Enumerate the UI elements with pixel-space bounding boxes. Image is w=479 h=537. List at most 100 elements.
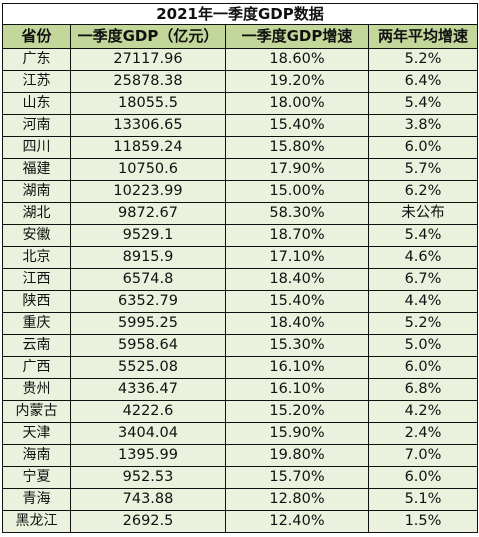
province-cell: 福建 bbox=[2, 158, 71, 181]
avg-growth-cell: 4.6% bbox=[367, 246, 479, 269]
table-header-row: 省份 一季度GDP（亿元） 一季度GDP增速 两年平均增速 bbox=[2, 24, 479, 49]
gdp-value-cell: 6574.8 bbox=[70, 268, 226, 291]
gdp-value-cell: 9529.1 bbox=[70, 224, 226, 247]
table-row: 河南 13306.65 15.40% 3.8% bbox=[2, 114, 479, 137]
avg-growth-cell: 5.2% bbox=[367, 48, 479, 71]
avg-growth-cell: 5.4% bbox=[367, 92, 479, 115]
table-row: 江西 6574.8 18.40% 6.7% bbox=[2, 268, 479, 291]
growth-cell: 15.00% bbox=[225, 180, 369, 203]
gdp-table-container: 2021年一季度GDP数据 省份 一季度GDP（亿元） 一季度GDP增速 两年平… bbox=[1, 3, 479, 533]
header-q1-gdp: 一季度GDP（亿元） bbox=[70, 24, 226, 49]
avg-growth-cell: 7.0% bbox=[367, 444, 479, 467]
growth-cell: 15.40% bbox=[225, 114, 369, 137]
avg-growth-cell: 5.1% bbox=[367, 488, 479, 511]
avg-growth-cell: 6.0% bbox=[367, 136, 479, 159]
avg-growth-cell: 6.7% bbox=[367, 268, 479, 291]
gdp-value-cell: 11859.24 bbox=[70, 136, 226, 159]
avg-growth-cell: 6.2% bbox=[367, 180, 479, 203]
table-row: 北京 8915.9 17.10% 4.6% bbox=[2, 246, 479, 269]
header-province: 省份 bbox=[2, 24, 71, 49]
header-q1-growth: 一季度GDP增速 bbox=[225, 24, 369, 49]
table-row: 天津 3404.04 15.90% 2.4% bbox=[2, 422, 479, 445]
growth-cell: 58.30% bbox=[225, 202, 369, 225]
gdp-value-cell: 952.53 bbox=[70, 466, 226, 489]
growth-cell: 15.40% bbox=[225, 290, 369, 313]
province-cell: 安徽 bbox=[2, 224, 71, 247]
growth-cell: 16.10% bbox=[225, 356, 369, 379]
table-body: 广东 27117.96 18.60% 5.2% 江苏 25878.38 19.20% 6.4%… bbox=[2, 48, 479, 533]
table-title-row: 2021年一季度GDP数据 bbox=[1, 3, 479, 25]
avg-growth-cell: 5.4% bbox=[367, 224, 479, 247]
growth-cell: 15.20% bbox=[225, 400, 369, 423]
table-row: 青海 743.88 12.80% 5.1% bbox=[2, 488, 479, 511]
growth-cell: 18.70% bbox=[225, 224, 369, 247]
province-cell: 黑龙江 bbox=[2, 510, 71, 533]
province-cell: 广东 bbox=[2, 48, 71, 71]
growth-cell: 18.00% bbox=[225, 92, 369, 115]
province-cell: 云南 bbox=[2, 334, 71, 357]
province-cell: 广西 bbox=[2, 356, 71, 379]
avg-growth-cell: 6.4% bbox=[367, 70, 479, 93]
gdp-value-cell: 4222.6 bbox=[70, 400, 226, 423]
growth-cell: 16.10% bbox=[225, 378, 369, 401]
table-row: 四川 11859.24 15.80% 6.0% bbox=[2, 136, 479, 159]
growth-cell: 15.80% bbox=[225, 136, 369, 159]
growth-cell: 17.90% bbox=[225, 158, 369, 181]
gdp-value-cell: 13306.65 bbox=[70, 114, 226, 137]
table-row: 黑龙江 2692.5 12.40% 1.5% bbox=[2, 510, 479, 533]
gdp-value-cell: 10223.99 bbox=[70, 180, 226, 203]
avg-growth-cell: 未公布 bbox=[367, 202, 479, 225]
avg-growth-cell: 6.8% bbox=[367, 378, 479, 401]
table-row: 内蒙古 4222.6 15.20% 4.2% bbox=[2, 400, 479, 423]
gdp-value-cell: 27117.96 bbox=[70, 48, 226, 71]
gdp-value-cell: 3404.04 bbox=[70, 422, 226, 445]
gdp-value-cell: 1395.99 bbox=[70, 444, 226, 467]
province-cell: 天津 bbox=[2, 422, 71, 445]
gdp-table: 2021年一季度GDP数据 省份 一季度GDP（亿元） 一季度GDP增速 两年平… bbox=[1, 3, 479, 533]
table-row: 海南 1395.99 19.80% 7.0% bbox=[2, 444, 479, 467]
table-row: 陕西 6352.79 15.40% 4.4% bbox=[2, 290, 479, 313]
header-two-year-avg: 两年平均增速 bbox=[367, 24, 479, 49]
growth-cell: 19.80% bbox=[225, 444, 369, 467]
table-row: 宁夏 952.53 15.70% 6.0% bbox=[2, 466, 479, 489]
table-row: 广东 27117.96 18.60% 5.2% bbox=[2, 48, 479, 71]
table-row: 贵州 4336.47 16.10% 6.8% bbox=[2, 378, 479, 401]
gdp-value-cell: 743.88 bbox=[70, 488, 226, 511]
gdp-value-cell: 5995.25 bbox=[70, 312, 226, 335]
province-cell: 河南 bbox=[2, 114, 71, 137]
table-row: 湖北 9872.67 58.30% 未公布 bbox=[2, 202, 479, 225]
avg-growth-cell: 6.0% bbox=[367, 466, 479, 489]
province-cell: 青海 bbox=[2, 488, 71, 511]
avg-growth-cell: 5.0% bbox=[367, 334, 479, 357]
table-row: 云南 5958.64 15.30% 5.0% bbox=[2, 334, 479, 357]
growth-cell: 12.40% bbox=[225, 510, 369, 533]
province-cell: 江西 bbox=[2, 268, 71, 291]
province-cell: 海南 bbox=[2, 444, 71, 467]
avg-growth-cell: 4.2% bbox=[367, 400, 479, 423]
table-row: 重庆 5995.25 18.40% 5.2% bbox=[2, 312, 479, 335]
growth-cell: 17.10% bbox=[225, 246, 369, 269]
province-cell: 北京 bbox=[2, 246, 71, 269]
avg-growth-cell: 3.8% bbox=[367, 114, 479, 137]
table-row: 广西 5525.08 16.10% 6.0% bbox=[2, 356, 479, 379]
avg-growth-cell: 5.7% bbox=[367, 158, 479, 181]
growth-cell: 19.20% bbox=[225, 70, 369, 93]
table-row: 福建 10750.6 17.90% 5.7% bbox=[2, 158, 479, 181]
avg-growth-cell: 2.4% bbox=[367, 422, 479, 445]
gdp-value-cell: 6352.79 bbox=[70, 290, 226, 313]
province-cell: 四川 bbox=[2, 136, 71, 159]
province-cell: 重庆 bbox=[2, 312, 71, 335]
growth-cell: 18.60% bbox=[225, 48, 369, 71]
province-cell: 内蒙古 bbox=[2, 400, 71, 423]
province-cell: 陕西 bbox=[2, 290, 71, 313]
gdp-value-cell: 5525.08 bbox=[70, 356, 226, 379]
avg-growth-cell: 5.2% bbox=[367, 312, 479, 335]
gdp-value-cell: 5958.64 bbox=[70, 334, 226, 357]
gdp-value-cell: 4336.47 bbox=[70, 378, 226, 401]
growth-cell: 15.90% bbox=[225, 422, 369, 445]
growth-cell: 15.30% bbox=[225, 334, 369, 357]
table-row: 湖南 10223.99 15.00% 6.2% bbox=[2, 180, 479, 203]
province-cell: 宁夏 bbox=[2, 466, 71, 489]
growth-cell: 18.40% bbox=[225, 312, 369, 335]
province-cell: 贵州 bbox=[2, 378, 71, 401]
